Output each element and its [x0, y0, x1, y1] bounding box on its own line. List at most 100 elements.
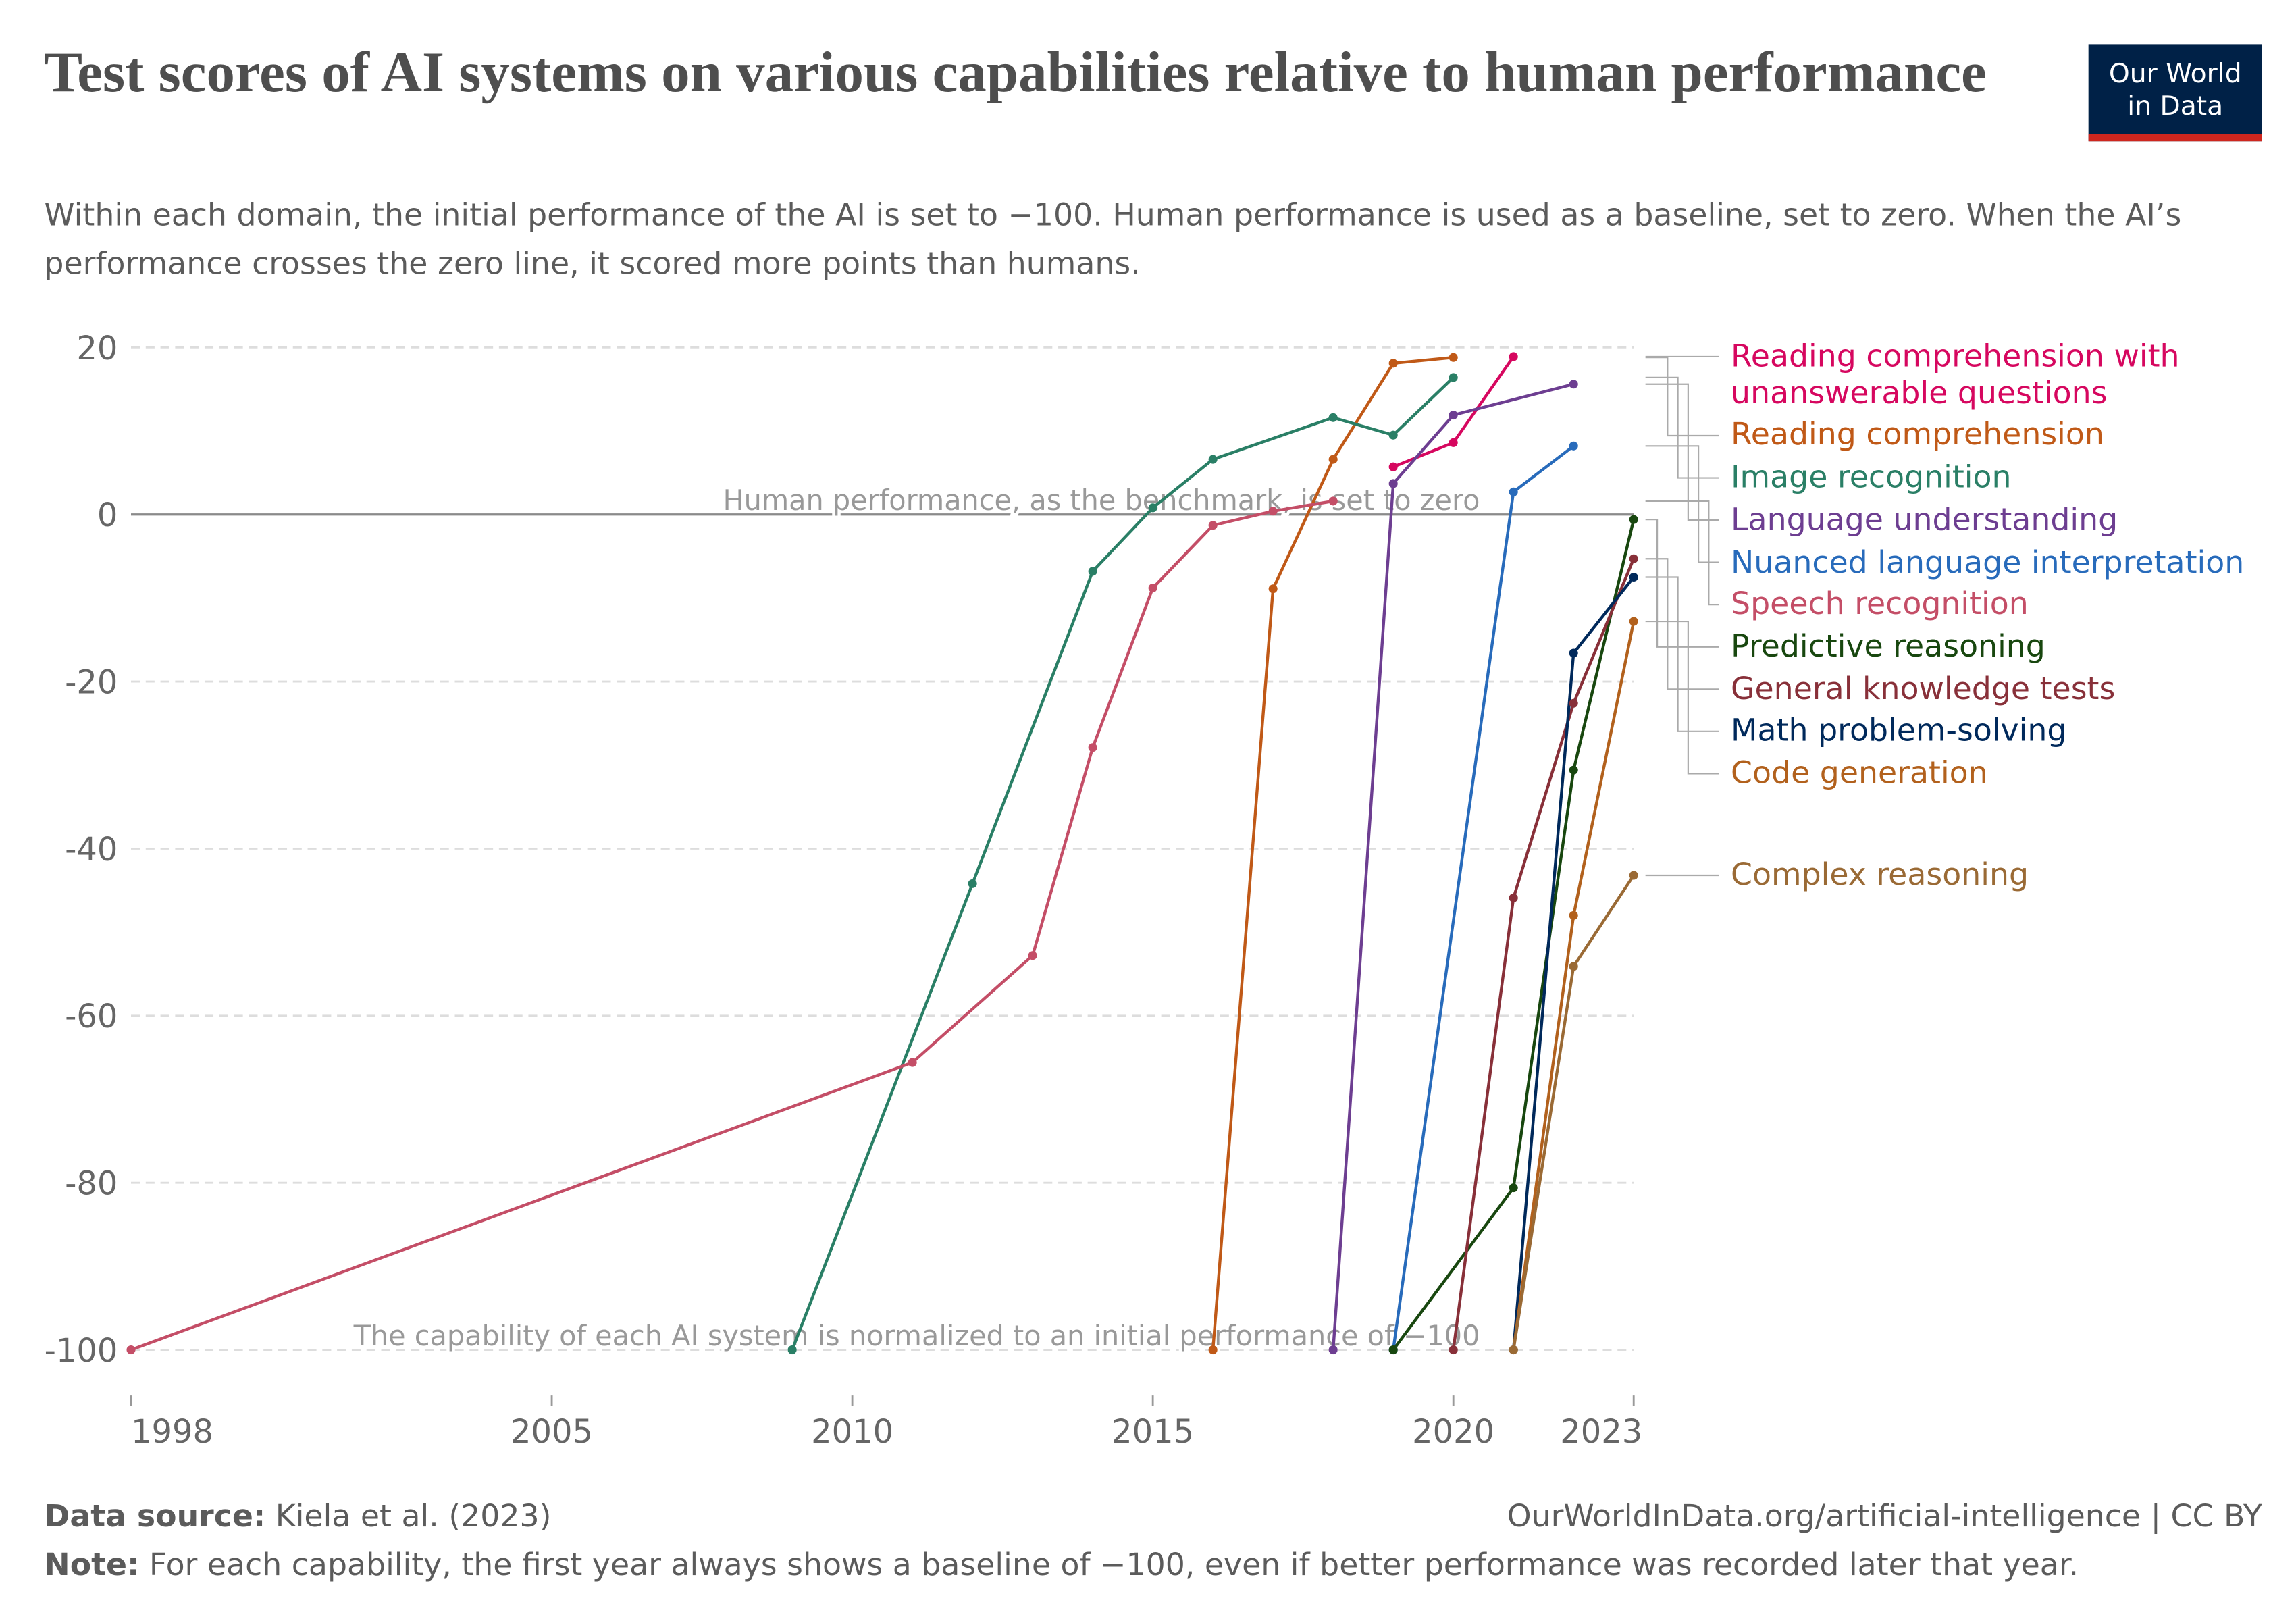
legend-box: Reading comprehension — [1731, 417, 2104, 453]
data-point — [1388, 479, 1398, 488]
legend-connector — [1645, 576, 1719, 732]
subtitle-box: Within each domain, the initial performa… — [44, 197, 2182, 282]
y-tick-label: -80 — [65, 1166, 118, 1203]
data-point — [1088, 567, 1097, 576]
y-tick-label: -40 — [65, 831, 118, 869]
data-point — [1509, 487, 1518, 496]
note-label: Note: — [44, 1547, 139, 1583]
y-tick-label: -20 — [65, 665, 118, 702]
note-text: For each capability, the first year alwa… — [149, 1547, 2079, 1583]
logo-box — [2088, 44, 2262, 142]
data-point — [1569, 441, 1578, 451]
legend-connector — [1645, 383, 1719, 521]
data-point — [1328, 413, 1338, 422]
legend-label: Reading comprehension with unanswerable … — [1731, 338, 2180, 411]
chart-subtitle: Within each domain, the initial performa… — [44, 197, 2182, 282]
data-point — [1328, 455, 1338, 464]
data-point — [1629, 871, 1638, 880]
annotation: The capability of each AI system is norm… — [353, 1320, 1480, 1352]
data-point — [1449, 373, 1458, 382]
data-point — [1388, 430, 1398, 440]
url: OurWorldInData.org/artificial-intelligen… — [1507, 1498, 2263, 1535]
legend-box: Math problem-solving — [1731, 713, 2067, 748]
legend-box: Nuanced language interpretation — [1731, 544, 2245, 580]
data-point — [1569, 380, 1578, 389]
legend-box: Speech recognition — [1731, 586, 2029, 622]
data-point — [1569, 910, 1578, 920]
data-point — [1629, 572, 1638, 582]
series-line — [130, 499, 1334, 1352]
data-point — [1449, 353, 1458, 362]
data-point — [1509, 1183, 1518, 1193]
source: Data source: Kiela et al. (2023) — [44, 1498, 551, 1534]
data-point — [1569, 698, 1578, 708]
data-point — [1328, 1345, 1338, 1355]
title-box: Test scores of AI systems on various cap… — [44, 41, 1987, 105]
data-point — [1449, 410, 1458, 420]
chart-title: Test scores of AI systems on various cap… — [44, 41, 1987, 105]
legend-label: Code generation — [1731, 755, 1988, 791]
data-point — [1208, 1345, 1218, 1355]
data-point — [1208, 455, 1218, 464]
data-point — [1449, 1345, 1458, 1355]
data-point — [1268, 584, 1278, 594]
y-tick-label: 0 — [97, 497, 118, 534]
legend-label: Nuanced language interpretation — [1731, 544, 2245, 580]
data-point — [908, 1058, 917, 1067]
data-point — [1569, 765, 1578, 775]
legend-label: General knowledge tests — [1731, 671, 2116, 706]
data-point — [787, 1345, 797, 1355]
data-point — [1088, 743, 1097, 752]
legend-box: Code generation — [1731, 755, 1988, 791]
y-tick-label: 20 — [76, 330, 118, 367]
legend-label: Language understanding — [1731, 501, 2118, 538]
data-point — [1629, 515, 1638, 524]
x-tick-label: 2015 — [1112, 1414, 1194, 1451]
series-line — [1392, 519, 1636, 1351]
series-line — [791, 376, 1455, 1351]
data-point — [1629, 617, 1638, 626]
legend-connector — [1645, 357, 1719, 437]
data-point — [1028, 951, 1037, 960]
legend-label: Math problem-solving — [1731, 713, 2067, 748]
legend-label: Complex reasoning — [1731, 856, 2029, 893]
legend-box: Reading comprehension with unanswerable … — [1731, 338, 2180, 411]
plot: -100 -80 -60 -40 -20 0 20 1998 2005 2010 2015 2020 2… — [45, 330, 2245, 1451]
x-tick-label: 1998 — [131, 1414, 213, 1451]
logo-text: Our World — [2109, 59, 2242, 89]
source-label: Data source: — [44, 1498, 265, 1534]
legend-box: Image recognition — [1731, 459, 2012, 495]
legend-box: Complex reasoning — [1731, 856, 2029, 893]
data-point — [1388, 1345, 1398, 1355]
legend-label: Reading comprehension — [1731, 417, 2104, 453]
legend-connector — [1645, 620, 1719, 775]
annotation: Human performance, as the benchmark, is … — [723, 484, 1480, 517]
data-point — [1268, 507, 1278, 516]
note: Note: For each capability, the first yea… — [44, 1547, 2079, 1583]
legend-connector — [1645, 500, 1719, 606]
legend-box: Predictive reasoning — [1731, 628, 2045, 663]
data-point — [1148, 503, 1157, 513]
data-point — [1148, 584, 1157, 593]
data-point — [1509, 352, 1518, 361]
y-tick-label: -60 — [65, 998, 118, 1035]
legend-label: Speech recognition — [1731, 586, 2029, 622]
data-point — [968, 879, 977, 888]
x-tick-label: 2020 — [1412, 1414, 1494, 1451]
data-point — [1569, 962, 1578, 971]
data-point — [1509, 1345, 1518, 1355]
x-tick-label: 2005 — [511, 1414, 593, 1451]
series-line — [1331, 382, 1574, 1350]
data-point — [1629, 554, 1638, 563]
legend-label: Image recognition — [1731, 459, 2012, 495]
data-point — [1208, 521, 1218, 530]
data-point — [1569, 648, 1578, 658]
data-point — [126, 1345, 136, 1355]
x-tick-label: 2010 — [811, 1414, 893, 1451]
data-point — [1328, 496, 1338, 506]
logo-bar — [2088, 134, 2262, 142]
source-text: Kiela et al. (2023) — [276, 1498, 552, 1534]
legend-box: General knowledge tests — [1731, 671, 2116, 706]
